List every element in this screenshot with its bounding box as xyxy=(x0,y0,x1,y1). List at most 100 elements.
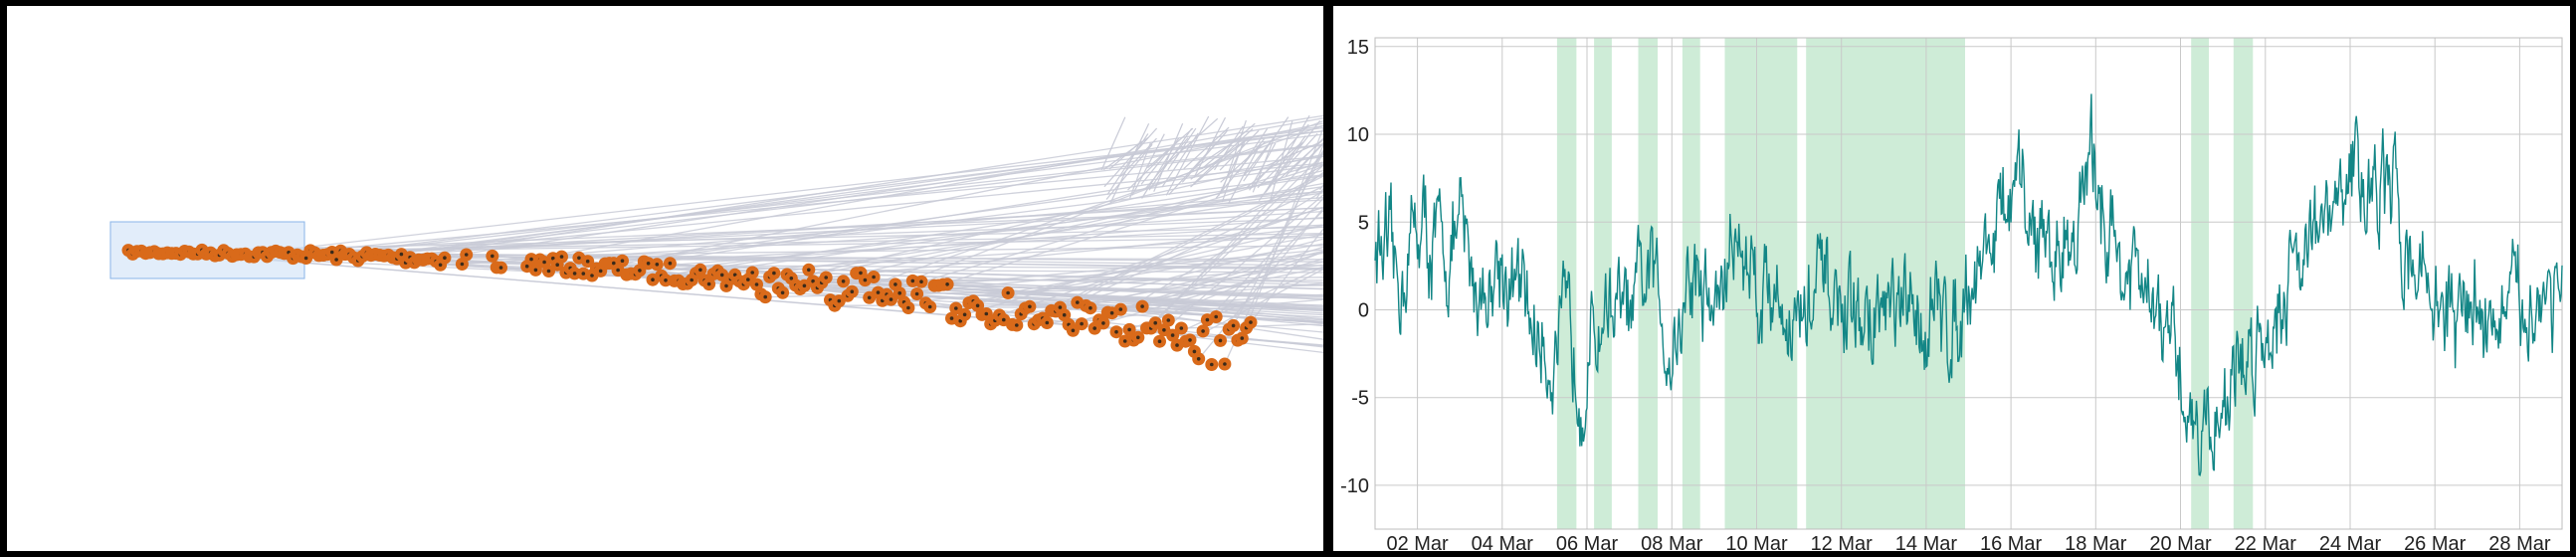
network-node[interactable] xyxy=(581,255,595,269)
network-link xyxy=(773,192,1323,275)
y-tick-label: 0 xyxy=(1358,300,1369,322)
network-node[interactable] xyxy=(940,278,954,291)
network-link xyxy=(1165,115,1210,196)
network-link xyxy=(258,130,1323,254)
timeseries-line-chart[interactable]: 15 10 5 0 -5 -10 02 Mar 04 Mar 06 Mar 08 Mar 10 M… xyxy=(1333,6,2570,551)
network-node[interactable] xyxy=(1161,313,1175,327)
network-link xyxy=(1250,123,1309,189)
network-node[interactable] xyxy=(923,300,937,313)
network-node[interactable] xyxy=(694,263,707,277)
network-link xyxy=(1161,132,1199,188)
network-link xyxy=(1181,129,1229,183)
network-node[interactable] xyxy=(486,249,499,263)
network-link xyxy=(652,186,1323,280)
grid xyxy=(1375,38,2562,529)
network-node[interactable] xyxy=(1218,357,1232,371)
network-node[interactable] xyxy=(528,263,542,277)
network-node[interactable] xyxy=(745,266,759,279)
network-node[interactable] xyxy=(1131,330,1145,344)
network-node[interactable] xyxy=(1174,321,1188,335)
x-tick-label: 22 Mar xyxy=(2235,533,2297,551)
network-node[interactable] xyxy=(819,271,833,284)
network-node[interactable] xyxy=(1023,299,1037,313)
network-node[interactable] xyxy=(845,284,859,298)
network-node[interactable] xyxy=(910,287,924,300)
network-link xyxy=(1219,129,1260,171)
network-node[interactable] xyxy=(958,307,972,321)
network-link xyxy=(1103,127,1158,188)
x-tick-label: 14 Mar xyxy=(1895,533,1958,551)
network-node[interactable] xyxy=(1084,301,1097,315)
network-link xyxy=(1140,137,1180,185)
network-node[interactable] xyxy=(1214,333,1227,347)
network-node[interactable] xyxy=(1010,318,1024,332)
x-tick-label: 20 Mar xyxy=(2149,533,2212,551)
network-node[interactable] xyxy=(802,263,816,277)
shaded-period xyxy=(2233,38,2254,529)
network-node[interactable] xyxy=(1205,358,1219,371)
network-link xyxy=(1221,143,1244,203)
network-node[interactable] xyxy=(1109,325,1123,339)
network-node[interactable] xyxy=(1096,316,1110,330)
network-node[interactable] xyxy=(1122,322,1136,336)
network-node[interactable] xyxy=(758,290,772,304)
network-link xyxy=(1215,138,1265,199)
network-link xyxy=(1285,137,1323,177)
network-link xyxy=(1257,141,1304,189)
network-node[interactable] xyxy=(1040,316,1054,329)
network-node[interactable] xyxy=(1153,334,1166,348)
network-node[interactable] xyxy=(1113,302,1127,316)
network-node[interactable] xyxy=(1192,352,1206,366)
network-node[interactable] xyxy=(1183,333,1197,347)
network-node[interactable] xyxy=(1075,317,1089,331)
network-node[interactable] xyxy=(555,250,568,264)
network-node[interactable] xyxy=(901,301,915,314)
network-node[interactable] xyxy=(1196,324,1210,338)
network-node[interactable] xyxy=(867,271,881,283)
x-tick-label: 24 Mar xyxy=(2319,533,2382,551)
network-node[interactable] xyxy=(1166,328,1180,342)
network-node[interactable] xyxy=(438,251,452,265)
x-tick-label: 02 Mar xyxy=(1386,533,1449,551)
network-link xyxy=(583,155,1323,275)
network-link xyxy=(661,175,1323,277)
x-tick-label: 12 Mar xyxy=(1811,533,1874,551)
network-link xyxy=(462,210,1323,266)
network-node[interactable] xyxy=(914,275,928,288)
network-node[interactable] xyxy=(663,257,677,271)
y-tick-label: -10 xyxy=(1340,475,1369,497)
network-link xyxy=(1131,133,1165,196)
network-node[interactable] xyxy=(1148,316,1162,330)
network-node[interactable] xyxy=(1135,299,1149,313)
network-node[interactable] xyxy=(702,278,716,291)
network-node[interactable] xyxy=(1058,308,1072,322)
network-node[interactable] xyxy=(1235,331,1249,345)
network-link xyxy=(644,224,1323,263)
network-node[interactable] xyxy=(750,278,763,291)
x-tick-label: 04 Mar xyxy=(1472,533,1534,551)
plot-area-border xyxy=(1374,37,2563,530)
network-node[interactable] xyxy=(776,285,790,299)
network-link xyxy=(336,133,1323,261)
network-link xyxy=(1295,141,1323,172)
network-node[interactable] xyxy=(460,248,474,262)
network-node[interactable] xyxy=(650,258,664,272)
shaded-period xyxy=(2191,38,2209,529)
network-node[interactable] xyxy=(1244,315,1258,329)
network-node[interactable] xyxy=(1001,286,1015,299)
network-node[interactable] xyxy=(767,267,781,280)
network-node[interactable] xyxy=(837,275,851,288)
network-node[interactable] xyxy=(1227,318,1241,332)
network-node[interactable] xyxy=(1209,310,1223,323)
network-link xyxy=(1267,141,1320,167)
network-link xyxy=(1129,142,1151,199)
x-tick-label: 06 Mar xyxy=(1556,533,1619,551)
network-node[interactable] xyxy=(495,261,507,275)
shaded-period xyxy=(1638,38,1658,529)
network-link xyxy=(1243,116,1289,182)
network-panel xyxy=(7,6,1323,551)
network-node[interactable] xyxy=(616,254,629,268)
network-scatter-chart[interactable] xyxy=(7,6,1323,551)
network-link xyxy=(353,197,1323,259)
network-link xyxy=(1102,137,1149,171)
